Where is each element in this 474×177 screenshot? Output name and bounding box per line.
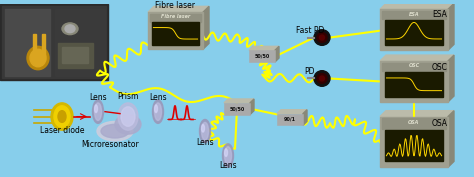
Bar <box>385 130 443 161</box>
Ellipse shape <box>319 35 325 40</box>
Ellipse shape <box>94 103 101 120</box>
Text: 50/50: 50/50 <box>255 54 270 59</box>
Polygon shape <box>148 6 209 12</box>
Ellipse shape <box>94 105 98 113</box>
Bar <box>382 11 446 19</box>
Text: Lens: Lens <box>219 161 237 170</box>
Ellipse shape <box>92 100 103 123</box>
Text: ESA: ESA <box>433 10 447 19</box>
Bar <box>150 14 201 22</box>
Polygon shape <box>249 46 279 50</box>
Polygon shape <box>275 46 279 62</box>
Polygon shape <box>277 110 307 114</box>
Text: Fast PD: Fast PD <box>296 26 324 35</box>
Polygon shape <box>448 3 454 50</box>
Text: Lens: Lens <box>149 93 167 102</box>
Polygon shape <box>380 3 454 9</box>
Polygon shape <box>250 99 254 115</box>
Bar <box>385 20 443 45</box>
Ellipse shape <box>118 103 138 130</box>
Bar <box>148 12 203 49</box>
Bar <box>42 34 45 61</box>
Bar <box>0 4 108 81</box>
Ellipse shape <box>54 106 70 127</box>
Ellipse shape <box>115 115 141 134</box>
Ellipse shape <box>27 46 49 70</box>
Text: OSA: OSA <box>432 119 448 128</box>
Bar <box>380 116 448 167</box>
Bar <box>33 34 36 61</box>
Ellipse shape <box>201 124 204 132</box>
Text: 90/1: 90/1 <box>284 117 296 122</box>
Ellipse shape <box>97 121 133 141</box>
Polygon shape <box>203 6 209 49</box>
Ellipse shape <box>319 76 325 81</box>
Bar <box>385 20 443 45</box>
Text: Laser diode: Laser diode <box>40 126 84 135</box>
Ellipse shape <box>101 124 129 138</box>
Text: OSC: OSC <box>409 63 419 68</box>
Polygon shape <box>224 99 254 103</box>
Text: OSC: OSC <box>432 63 448 72</box>
Text: 50/50: 50/50 <box>229 106 245 111</box>
Bar <box>380 61 448 102</box>
Ellipse shape <box>222 144 234 167</box>
Ellipse shape <box>65 25 75 33</box>
Polygon shape <box>380 111 454 116</box>
Polygon shape <box>380 55 454 61</box>
Ellipse shape <box>317 33 327 42</box>
Text: Fibre laser: Fibre laser <box>161 14 190 19</box>
Ellipse shape <box>62 23 78 35</box>
Bar <box>153 22 199 45</box>
Bar <box>153 22 199 45</box>
Bar <box>277 114 303 125</box>
Ellipse shape <box>58 111 66 122</box>
Bar <box>148 12 203 49</box>
Ellipse shape <box>200 119 210 143</box>
Bar <box>382 118 446 129</box>
Text: Fibre laser: Fibre laser <box>155 1 195 10</box>
Text: Lens: Lens <box>89 93 107 102</box>
Ellipse shape <box>225 147 231 164</box>
Text: ESA: ESA <box>409 12 419 17</box>
Bar <box>380 9 448 50</box>
Text: Prism: Prism <box>117 92 139 101</box>
Bar <box>385 72 443 97</box>
Ellipse shape <box>225 149 228 156</box>
Bar <box>62 47 88 63</box>
Bar <box>382 63 446 71</box>
Ellipse shape <box>155 105 157 113</box>
Bar <box>380 61 448 102</box>
Ellipse shape <box>314 30 330 45</box>
Bar <box>385 130 443 161</box>
Bar <box>385 72 443 97</box>
Bar <box>2 6 106 78</box>
Ellipse shape <box>155 103 162 120</box>
Ellipse shape <box>51 103 73 130</box>
Polygon shape <box>448 111 454 167</box>
Polygon shape <box>303 110 307 125</box>
Ellipse shape <box>30 49 46 67</box>
Text: PD: PD <box>305 67 315 76</box>
Ellipse shape <box>201 122 209 140</box>
Bar <box>380 9 448 50</box>
Bar <box>58 43 93 68</box>
Bar <box>224 103 250 115</box>
Ellipse shape <box>153 100 164 123</box>
Polygon shape <box>448 55 454 102</box>
Ellipse shape <box>121 107 135 126</box>
Bar <box>380 116 448 167</box>
Ellipse shape <box>317 74 327 83</box>
Bar <box>55 9 105 76</box>
Bar <box>249 50 275 62</box>
Text: Lens: Lens <box>196 138 214 147</box>
Text: Microresonator: Microresonator <box>81 140 139 149</box>
Bar <box>5 9 50 76</box>
Ellipse shape <box>314 71 330 86</box>
Text: OSA: OSA <box>408 120 419 125</box>
